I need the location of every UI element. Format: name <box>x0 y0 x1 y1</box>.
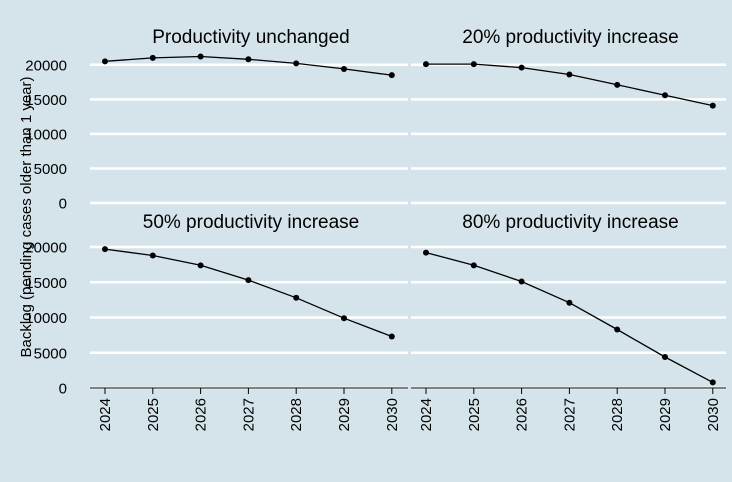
data-point <box>709 379 716 386</box>
data-point <box>566 299 573 306</box>
panel-1: 0 5000 10000 15000 20000 Productivity unchang… <box>25 27 408 213</box>
x-tick-label: 2027 <box>240 398 257 431</box>
panel-title: 50% productivity increase <box>143 212 360 233</box>
data-point <box>149 54 156 61</box>
y-tick-label: 5000 <box>34 161 67 178</box>
x-tick-label: 2030 <box>705 398 722 431</box>
x-tick-label: 2027 <box>561 398 578 431</box>
data-point <box>518 64 525 71</box>
data-point <box>709 102 716 109</box>
data-point <box>341 315 347 322</box>
data-point <box>149 252 156 259</box>
x-tick-label: 2025 <box>145 398 162 431</box>
data-point <box>662 92 668 99</box>
x-axis: 2024 2025 2026 2027 2028 2029 2030 2024 2025 2026… <box>90 387 726 431</box>
data-point <box>245 277 252 284</box>
data-point <box>102 58 108 65</box>
data-point <box>423 61 429 68</box>
x-tick-label: 2024 <box>97 398 114 431</box>
data-point <box>423 249 429 256</box>
data-point <box>197 262 204 269</box>
x-tick-label: 2028 <box>609 398 626 431</box>
data-point <box>293 60 300 67</box>
y-tick-label: 20000 <box>25 57 67 74</box>
x-tick-label: 2028 <box>288 398 305 431</box>
y-tick-label: 15000 <box>25 275 67 292</box>
data-point <box>245 56 252 63</box>
panel-2: 20% productivity increase <box>411 27 726 205</box>
x-tick-label: 2024 <box>418 398 435 431</box>
y-axis-label: Backlog (pending cases older than 1 year… <box>18 76 35 357</box>
data-point <box>293 294 300 301</box>
x-tick-label: 2026 <box>193 398 210 431</box>
y-tick-label: 10000 <box>25 310 67 327</box>
y-tick-label: 15000 <box>25 92 67 109</box>
data-point <box>197 53 204 60</box>
x-tick-label: 2025 <box>466 398 483 431</box>
y-tick-label: 10000 <box>25 126 67 143</box>
data-point <box>470 61 477 68</box>
y-tick-label: 0 <box>59 381 67 398</box>
data-point <box>614 326 621 333</box>
panel-title: Productivity unchanged <box>152 27 350 48</box>
data-point <box>388 72 395 79</box>
data-point <box>470 262 477 269</box>
y-tick-label: 20000 <box>25 240 67 257</box>
x-tick-label: 2029 <box>336 398 353 431</box>
x-tick-label: 2026 <box>514 398 531 431</box>
data-point <box>566 71 573 78</box>
y-tick-label: 5000 <box>34 345 67 362</box>
panel-title: 80% productivity increase <box>462 212 679 233</box>
data-point <box>614 81 621 88</box>
data-point <box>388 333 395 340</box>
panel-title: 20% productivity increase <box>462 27 679 48</box>
data-point <box>102 246 108 253</box>
y-tick-label: 0 <box>59 196 67 213</box>
x-tick-label: 2029 <box>657 398 674 431</box>
data-point <box>341 65 347 72</box>
data-point <box>518 278 525 285</box>
x-tick-label: 2030 <box>384 398 401 431</box>
data-point <box>662 353 668 360</box>
